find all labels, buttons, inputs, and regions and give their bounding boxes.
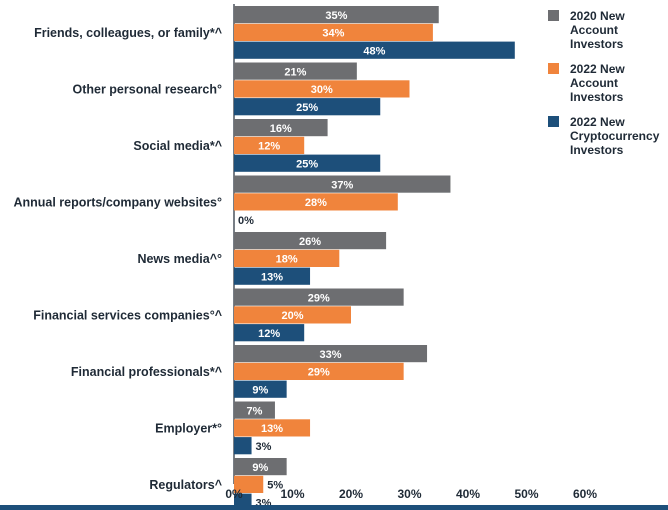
- bar-value-label: 35%: [325, 10, 347, 22]
- bar: [234, 345, 428, 363]
- x-tick-label: 20%: [339, 487, 363, 501]
- bar-value-label: 12%: [258, 328, 280, 340]
- bar-value-label: 9%: [252, 385, 268, 397]
- bar-value-label: 9%: [252, 462, 268, 474]
- bar-value-label: 33%: [320, 349, 342, 361]
- x-tick-label: 10%: [280, 487, 304, 501]
- legend-entry: 2020 New Account Investors: [570, 9, 625, 51]
- legend-entry-line: Account: [570, 76, 618, 90]
- bottom-rule: [0, 505, 668, 510]
- bar: [234, 136, 305, 154]
- bar-value-label: 29%: [308, 367, 330, 379]
- legend-swatch: [548, 116, 559, 127]
- bar-value-label: 3%: [256, 441, 272, 453]
- bar-value-label: 37%: [331, 179, 353, 191]
- bar: [234, 154, 381, 172]
- bar: [234, 458, 287, 476]
- bar: [234, 324, 305, 342]
- bar: [234, 437, 252, 455]
- bar: [234, 80, 410, 98]
- bar: [234, 419, 311, 437]
- legend-entry-line: 2022 New: [570, 62, 625, 76]
- bar-value-label: 25%: [296, 102, 318, 114]
- bar-value-label: 28%: [305, 197, 327, 209]
- bar-value-label: 25%: [296, 159, 318, 171]
- bar: [234, 175, 451, 193]
- x-tick-label: 60%: [573, 487, 597, 501]
- bar-value-label: 20%: [281, 310, 303, 322]
- bar-value-label: 16%: [270, 123, 292, 135]
- bar-value-label: 12%: [258, 141, 280, 153]
- category-label: Financial services companies°^: [33, 309, 222, 323]
- bar: [234, 119, 328, 137]
- x-tick-label: 30%: [397, 487, 421, 501]
- bar: [234, 401, 275, 419]
- bar-value-label: 7%: [247, 405, 263, 417]
- legend-entry-line: Cryptocurrency: [570, 129, 660, 143]
- bar-value-label: 29%: [308, 292, 330, 304]
- x-tick-label: 0%: [225, 487, 243, 501]
- category-label: Friends, colleagues, or family*^: [34, 26, 223, 40]
- bar-value-label: 13%: [261, 272, 283, 284]
- legend-entry-line: Investors: [570, 90, 624, 104]
- bar: [234, 306, 351, 324]
- category-label: Other personal research°: [72, 83, 222, 97]
- bar: [234, 362, 404, 380]
- legend-entry-line: Investors: [570, 37, 624, 51]
- bar: [234, 98, 381, 116]
- bar-value-label: 26%: [299, 236, 321, 248]
- bar: [234, 288, 404, 306]
- bar: [234, 267, 311, 285]
- bar: [234, 41, 515, 59]
- bar-value-label: 30%: [311, 84, 333, 96]
- bar-value-label: 5%: [267, 480, 283, 492]
- legend-entry: 2022 New Cryptocurrency Investors: [570, 115, 660, 157]
- bar: [234, 62, 357, 80]
- bar-value-label: 34%: [322, 28, 344, 40]
- bar: [234, 23, 433, 41]
- bar: [234, 232, 387, 250]
- category-label: Regulators^: [149, 478, 222, 492]
- legend-swatch: [548, 63, 559, 74]
- category-label: Annual reports/company websites°: [13, 196, 222, 210]
- bar-value-label: 13%: [261, 423, 283, 435]
- bar: [234, 475, 264, 493]
- bar: [234, 380, 287, 398]
- bar-value-label: 21%: [284, 66, 306, 78]
- bar-value-label: 48%: [363, 46, 385, 58]
- legend-entry-line: 2020 New: [570, 9, 625, 23]
- legend-entry: 2022 New Account Investors: [570, 62, 625, 104]
- category-label: News media^°: [137, 252, 222, 266]
- bar: [234, 249, 340, 267]
- bar-value-label: 18%: [276, 254, 298, 266]
- legend-entry-line: Account: [570, 23, 618, 37]
- category-label: Social media*^: [133, 139, 222, 153]
- bar: [234, 193, 398, 211]
- x-tick-label: 50%: [514, 487, 538, 501]
- legend-swatch: [548, 10, 559, 21]
- bar: [234, 6, 439, 24]
- legend-entry-line: 2022 New: [570, 115, 625, 129]
- category-label: Employer*°: [155, 422, 222, 436]
- x-tick-label: 40%: [456, 487, 480, 501]
- legend-entry-line: Investors: [570, 143, 624, 157]
- bar-value-label: 0%: [238, 215, 254, 227]
- category-label: Financial professionals*^: [71, 365, 223, 379]
